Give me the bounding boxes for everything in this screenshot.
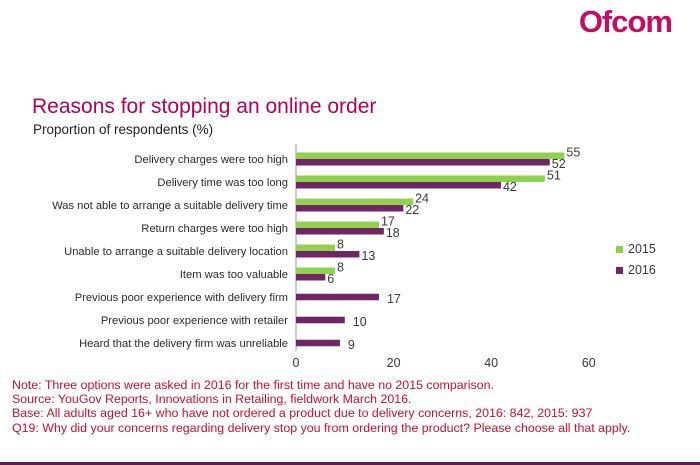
legend-swatch-2016	[616, 267, 623, 274]
bar-2016	[296, 228, 384, 235]
data-label-2015: 17	[381, 215, 395, 229]
category-label: Previous poor experience with delivery f…	[75, 292, 288, 304]
category-label: Delivery charges were too high	[134, 154, 288, 166]
category-label: Item was too valuable	[180, 269, 288, 281]
data-label-2016: 6	[327, 272, 334, 286]
question-line: Q19: Why did your concerns regarding del…	[12, 420, 631, 435]
category-label: Return charges were too high	[141, 223, 288, 235]
notes-block: Note: Three options were asked in 2016 f…	[12, 378, 696, 435]
bar-2016	[296, 316, 345, 324]
data-label-2015: 24	[415, 192, 429, 206]
bar-2015	[296, 221, 379, 228]
legend-swatch-2015	[616, 246, 623, 253]
data-label-2016: 9	[348, 338, 355, 352]
data-label-2016: 42	[503, 180, 517, 194]
data-label-2016: 17	[387, 292, 401, 306]
bar-2016	[296, 159, 550, 166]
category-label: Previous poor experience with retailer	[101, 315, 288, 327]
category-label: Delivery time was too long	[157, 177, 288, 189]
note-line: Note: Three options were asked in 2016 f…	[12, 378, 494, 392]
bar-2015	[296, 175, 545, 182]
legend-label-2016: 2016	[628, 263, 656, 277]
data-label-2015: 8	[337, 238, 344, 252]
chart-subtitle: Proportion of respondents (%)	[33, 122, 214, 137]
data-label-2015: 8	[337, 261, 344, 275]
category-label: Unable to arrange a suitable delivery lo…	[64, 246, 288, 258]
x-tick-label: 40	[484, 356, 498, 370]
data-label-2016: 13	[361, 249, 375, 263]
bar-2015	[296, 267, 336, 274]
chart-title: Reasons for stopping an online order	[32, 95, 377, 118]
source-line: Source: YouGov Reports, Innovations in R…	[12, 392, 412, 407]
bar-2016	[296, 205, 404, 212]
data-label-2016: 52	[552, 157, 566, 171]
footer-band	[0, 462, 700, 465]
data-label-2016: 10	[353, 315, 367, 329]
category-label: Heard that the delivery firm was unrelia…	[79, 338, 288, 350]
category-label: Was not able to arrange a suitable deliv…	[52, 200, 288, 212]
bar-2016	[296, 182, 501, 189]
bar-2016	[296, 274, 326, 281]
ofcom-logo: Ofcom	[578, 4, 673, 39]
legend-label-2015: 2015	[628, 242, 656, 256]
bar-2016	[296, 251, 360, 258]
data-label-2016: 18	[386, 226, 400, 240]
x-tick-label: 60	[582, 356, 596, 370]
data-label-2015: 55	[566, 146, 580, 160]
x-tick-label: 0	[293, 356, 300, 370]
bar-2015	[296, 244, 336, 251]
x-tick-label: 20	[387, 356, 401, 370]
data-label-2016: 22	[405, 203, 419, 217]
bar-2016	[296, 293, 379, 301]
bar-2015	[296, 198, 414, 205]
base-line: Base: All adults aged 16+ who have not o…	[12, 406, 593, 421]
bar-2016	[296, 339, 340, 347]
data-label-2015: 51	[547, 169, 561, 183]
bar-2015	[296, 152, 565, 159]
